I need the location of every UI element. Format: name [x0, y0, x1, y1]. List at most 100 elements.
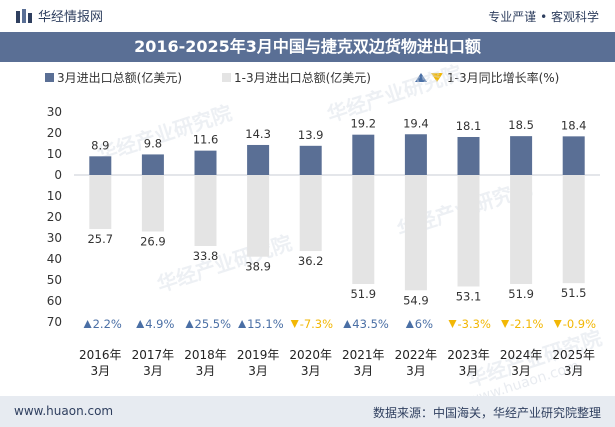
y-tick-label: 70 — [47, 315, 62, 329]
growth-value: -3.3% — [458, 317, 491, 331]
growth-label: 6% — [405, 317, 433, 331]
x-tick-label-year: 2025年 — [552, 348, 595, 362]
x-tick-label-month: 3月 — [353, 364, 373, 378]
x-tick-label-year: 2017年 — [132, 348, 175, 362]
footer: www.huaon.com 数据来源：中国海关，华经产业研究院整理 — [0, 396, 615, 427]
legend-label-growth: 1-3月同比增长率(%) — [447, 70, 559, 85]
x-tick-label-month: 3月 — [248, 364, 268, 378]
y-tick-label: 40 — [47, 252, 62, 266]
growth-value: -2.1% — [510, 317, 543, 331]
legend-up-triangle-icon — [415, 73, 427, 82]
x-tick-label-year: 2023年 — [447, 348, 490, 362]
bar-ytd — [404, 175, 427, 291]
bar-march-value: 13.9 — [298, 128, 324, 142]
x-tick-label-month: 3月 — [564, 364, 584, 378]
bars: 8.9 25.7 9.8 26.9 11.6 33.8 14.3 38.9 13.9 36.2 19… — [87, 116, 586, 307]
x-tick-label-year: 2022年 — [395, 348, 438, 362]
y-tick-label: 20 — [47, 210, 62, 224]
chart: 3月进出口总额(亿美元) 1-3月进出口总额(亿美元) 1-3月同比增长率(%) 华… — [45, 62, 605, 396]
up-triangle-icon — [83, 320, 92, 328]
growth-value: -7.3% — [300, 317, 333, 331]
x-tick-label-year: 2021年 — [342, 348, 385, 362]
down-triangle-icon — [501, 320, 510, 328]
x-tick-label-year: 2020年 — [289, 348, 332, 362]
growth-value: -0.9% — [563, 317, 596, 331]
x-tick-label-month: 3月 — [511, 364, 531, 378]
bar-march — [247, 144, 270, 175]
bar-ytd — [562, 175, 585, 284]
bar-march — [562, 136, 585, 175]
bar-ytd — [247, 175, 270, 257]
growth-label: -3.3% — [448, 317, 491, 331]
legend-label-ytd: 1-3月进出口总额(亿美元) — [234, 70, 371, 85]
bar-march — [141, 154, 164, 175]
bar-ytd-value: 53.1 — [456, 290, 482, 304]
bar-march-value: 18.4 — [561, 118, 587, 132]
bar-march — [510, 136, 533, 175]
legend-label-march: 3月进出口总额(亿美元) — [57, 70, 182, 85]
growth-value: 15.1% — [247, 317, 284, 331]
y-tick-label: 60 — [47, 294, 62, 308]
bar-ytd-value: 51.9 — [350, 287, 376, 301]
legend-swatch-ytd — [222, 73, 231, 82]
growth-label: 4.9% — [136, 317, 174, 331]
legend-swatch-march — [45, 73, 54, 82]
bar-ytd-value: 36.2 — [298, 254, 324, 268]
brand-name: 华经情报网 — [38, 10, 104, 25]
bar-ytd-value: 25.7 — [87, 232, 113, 246]
bar-ytd — [89, 175, 112, 229]
bar-march-value: 19.2 — [350, 117, 376, 131]
y-tick-label: 10 — [47, 147, 62, 161]
down-triangle-icon — [448, 320, 457, 328]
growth-label: -2.1% — [501, 317, 544, 331]
x-tick-label-month: 3月 — [459, 364, 479, 378]
x-tick-label-month: 3月 — [406, 364, 426, 378]
y-tick-label: 0 — [54, 168, 62, 182]
bar-ytd-value: 54.9 — [403, 293, 429, 307]
legend: 3月进出口总额(亿美元) 1-3月进出口总额(亿美元) 1-3月同比增长率(%) — [45, 70, 559, 85]
x-tick-label-month: 3月 — [196, 364, 216, 378]
x-tick-label-month: 3月 — [301, 364, 321, 378]
growth-label: 2.2% — [83, 317, 122, 331]
growth-label: 15.1% — [238, 317, 284, 331]
bar-march-value: 18.1 — [456, 119, 482, 133]
bar-march-value: 9.8 — [144, 136, 162, 150]
x-axis-labels: 2016年 3月 2017年 3月 2018年 3月 2019年 3月 2020年 3月 2021年… — [79, 348, 595, 378]
bar-ytd-value: 38.9 — [245, 260, 271, 274]
bar-march — [352, 134, 375, 175]
x-tick-label-year: 2016年 — [79, 348, 122, 362]
bar-ytd — [510, 175, 533, 284]
bar-ytd — [141, 175, 164, 232]
x-tick-label-year: 2018年 — [184, 348, 227, 362]
down-triangle-icon — [290, 320, 299, 328]
y-tick-label: 10 — [47, 189, 62, 203]
up-triangle-icon — [405, 320, 414, 328]
legend-down-triangle-icon — [431, 73, 443, 82]
brand: 华经情报网 — [16, 6, 103, 25]
growth-label: 25.5% — [185, 317, 232, 331]
footer-source: 数据来源：中国海关，华经产业研究院整理 — [372, 406, 601, 420]
brand-logo-icon — [16, 8, 32, 23]
y-tick-label: 20 — [47, 126, 62, 140]
growth-label: 43.5% — [343, 317, 389, 331]
bar-march-value: 11.6 — [193, 133, 219, 147]
watermark-text: 华经产业研究院 — [154, 231, 295, 297]
down-triangle-icon — [553, 320, 562, 328]
bar-ytd-value: 26.9 — [140, 234, 166, 248]
bar-ytd — [299, 175, 322, 252]
x-tick-label-month: 3月 — [90, 364, 110, 378]
growth-label: -7.3% — [290, 317, 333, 331]
y-tick-label: 30 — [47, 231, 62, 245]
bar-ytd — [194, 175, 217, 246]
growth-value: 25.5% — [195, 317, 232, 331]
chart-title: 2016-2025年3月中国与捷克双边货物进出口额 — [0, 32, 615, 62]
bar-ytd — [352, 175, 375, 284]
footer-website: www.huaon.com — [14, 404, 114, 418]
top-bar: 华经情报网 专业严谨 • 客观科学 — [0, 0, 615, 33]
up-triangle-icon — [238, 320, 247, 328]
y-tick-label: 50 — [47, 273, 62, 287]
y-tick-label: 30 — [47, 105, 62, 119]
growth-value: 2.2% — [93, 317, 122, 331]
x-tick-label-year: 2019年 — [237, 348, 280, 362]
x-tick-label-year: 2024年 — [500, 348, 543, 362]
